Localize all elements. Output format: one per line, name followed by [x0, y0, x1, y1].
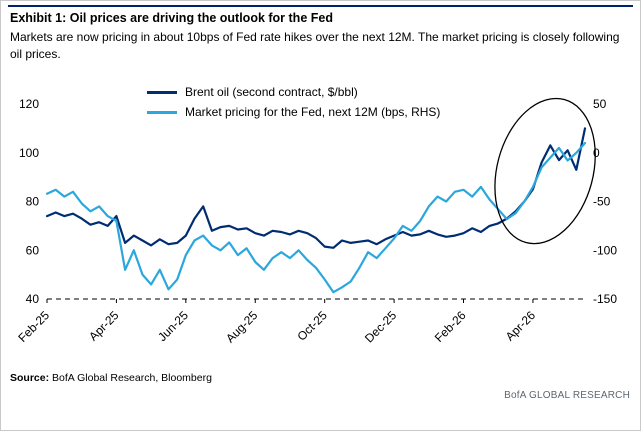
series-line-brent: [45, 127, 587, 249]
source-text: BofA Global Research, Bloomberg: [49, 372, 212, 384]
right-axis-tick-label: 50: [593, 97, 607, 111]
legend-item-brent: Brent oil (second contract, $/bbl): [147, 85, 440, 99]
x-axis-tick-label: Apr-25: [86, 308, 122, 344]
top-rule: [8, 5, 633, 7]
right-axis-tick-label: -150: [593, 292, 617, 306]
left-axis-tick-label: 80: [26, 195, 40, 209]
left-axis-tick-label: 40: [26, 292, 40, 306]
legend-label-fed: Market pricing for the Fed, next 12M (bp…: [185, 105, 441, 119]
source-label: Source:: [10, 372, 50, 384]
left-axis-tick-label: 60: [26, 243, 40, 257]
x-axis-tick-label: Oct-25: [294, 308, 330, 344]
highlight-ellipse: [494, 97, 596, 245]
brent-line-swatch: [147, 90, 177, 94]
left-axis-tick-label: 120: [19, 97, 39, 111]
x-axis-tick-label: Aug-25: [223, 308, 260, 345]
right-axis-tick-label: -50: [593, 195, 611, 209]
x-axis-tick-label: Apr-26: [503, 308, 539, 344]
chart-legend: Brent oil (second contract, $/bbl) Marke…: [147, 85, 440, 119]
legend-item-fed: Market pricing for the Fed, next 12M (bp…: [147, 105, 440, 119]
exhibit-title: Exhibit 1: Oil prices are driving the ou…: [10, 11, 333, 25]
chart-area: 120 100 80 60 40 50 0 -50 -100 -150 Feb-25 Apr-25 Ju…: [1, 73, 640, 373]
x-axis-tick-label: Feb-26: [432, 308, 469, 345]
series-line-fed: [45, 141, 587, 294]
right-axis-tick-label: 0: [593, 146, 600, 160]
x-axis-tick-label: Feb-25: [15, 308, 52, 345]
source-note: Source: BofA Global Research, Bloomberg: [10, 372, 212, 384]
x-axis-tick-label: Jun-25: [155, 308, 191, 344]
brand-mark: BofA GLOBAL RESEARCH: [504, 390, 630, 401]
legend-label-brent: Brent oil (second contract, $/bbl): [185, 85, 358, 99]
x-axis-tick-label: Dec-25: [362, 308, 399, 345]
right-axis-tick-label: -100: [593, 243, 617, 257]
left-axis-tick-label: 100: [19, 146, 39, 160]
chart-svg: 120 100 80 60 40 50 0 -50 -100 -150 Feb-25 Apr-25 Ju…: [15, 97, 617, 345]
fed-line-swatch: [147, 110, 177, 114]
exhibit-subtitle: Markets are now pricing in about 10bps o…: [10, 30, 620, 61]
